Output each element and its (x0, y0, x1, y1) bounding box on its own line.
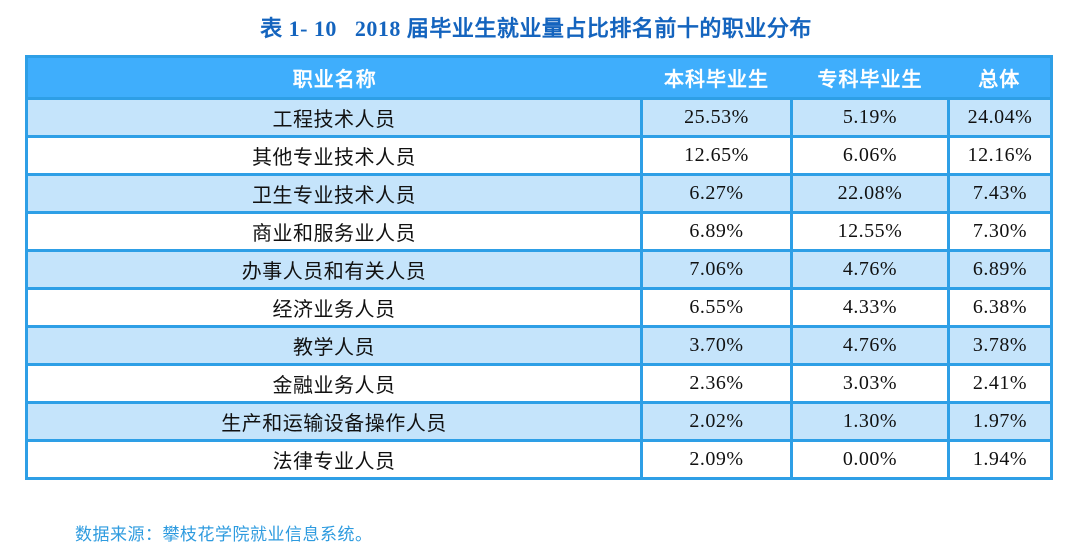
occupation-cell: 其他专业技术人员 (25, 135, 643, 176)
college-cell: 1.30% (790, 401, 950, 442)
college-cell: 5.19% (790, 97, 950, 138)
overall-cell: 2.41% (947, 363, 1053, 404)
occupation-cell: 商业和服务业人员 (25, 211, 643, 252)
overall-cell: 6.38% (947, 287, 1053, 328)
overall-cell: 7.30% (947, 211, 1053, 252)
college-cell: 3.03% (790, 363, 950, 404)
undergraduate-cell: 25.53% (640, 97, 793, 138)
occupation-cell: 办事人员和有关人员 (25, 249, 643, 290)
college-cell: 4.76% (790, 249, 950, 290)
table-row: 经济业务人员 6.55% 4.33% 6.38% (25, 287, 1053, 328)
table-row: 生产和运输设备操作人员 2.02% 1.30% 1.97% (25, 401, 1053, 442)
college-cell: 22.08% (790, 173, 950, 214)
undergraduate-cell: 6.27% (640, 173, 793, 214)
overall-cell: 6.89% (947, 249, 1053, 290)
college-cell: 12.55% (790, 211, 950, 252)
undergraduate-cell: 6.89% (640, 211, 793, 252)
college-cell: 6.06% (790, 135, 950, 176)
column-header-college: 专科毕业生 (791, 56, 949, 99)
table-title: 表 1- 10 2018 届毕业生就业量占比排名前十的职业分布 (260, 16, 812, 41)
header-row: 职业名称 本科毕业生 专科毕业生 总体 (26, 56, 1052, 99)
college-cell: 0.00% (790, 439, 950, 480)
undergraduate-cell: 6.55% (640, 287, 793, 328)
table-row: 办事人员和有关人员 7.06% 4.76% 6.89% (25, 249, 1053, 290)
table-row: 商业和服务业人员 6.89% 12.55% 7.30% (25, 211, 1053, 252)
data-source-note: 数据来源：攀枝花学院就业信息系统。 (75, 525, 373, 544)
occupation-distribution-table: 职业名称 本科毕业生 专科毕业生 总体 工程技术人员 25.53% 5.19% … (25, 55, 1053, 480)
table-body: 工程技术人员 25.53% 5.19% 24.04% 其他专业技术人员 12.6… (25, 97, 1053, 480)
overall-cell: 1.94% (947, 439, 1053, 480)
occupation-cell: 工程技术人员 (25, 97, 643, 138)
overall-cell: 7.43% (947, 173, 1053, 214)
overall-cell: 1.97% (947, 401, 1053, 442)
undergraduate-cell: 2.36% (640, 363, 793, 404)
table-row: 其他专业技术人员 12.65% 6.06% 12.16% (25, 135, 1053, 176)
occupation-cell: 经济业务人员 (25, 287, 643, 328)
table-row: 教学人员 3.70% 4.76% 3.78% (25, 325, 1053, 366)
column-header-occupation: 职业名称 (26, 56, 642, 99)
overall-cell: 24.04% (947, 97, 1053, 138)
column-header-undergraduate: 本科毕业生 (641, 56, 792, 99)
column-header-overall: 总体 (948, 56, 1052, 99)
undergraduate-cell: 12.65% (640, 135, 793, 176)
undergraduate-cell: 2.02% (640, 401, 793, 442)
table-row: 卫生专业技术人员 6.27% 22.08% 7.43% (25, 173, 1053, 214)
table-header: 职业名称 本科毕业生 专科毕业生 总体 (26, 56, 1052, 99)
table-row: 法律专业人员 2.09% 0.00% 1.94% (25, 439, 1053, 480)
occupation-cell: 金融业务人员 (25, 363, 643, 404)
table-row: 金融业务人员 2.36% 3.03% 2.41% (25, 363, 1053, 404)
undergraduate-cell: 3.70% (640, 325, 793, 366)
college-cell: 4.33% (790, 287, 950, 328)
occupation-cell: 卫生专业技术人员 (25, 173, 643, 214)
undergraduate-cell: 2.09% (640, 439, 793, 480)
college-cell: 4.76% (790, 325, 950, 366)
undergraduate-cell: 7.06% (640, 249, 793, 290)
table-row: 工程技术人员 25.53% 5.19% 24.04% (25, 97, 1053, 138)
overall-cell: 12.16% (947, 135, 1053, 176)
occupation-cell: 法律专业人员 (25, 439, 643, 480)
occupation-cell: 教学人员 (25, 325, 643, 366)
occupation-cell: 生产和运输设备操作人员 (25, 401, 643, 442)
overall-cell: 3.78% (947, 325, 1053, 366)
